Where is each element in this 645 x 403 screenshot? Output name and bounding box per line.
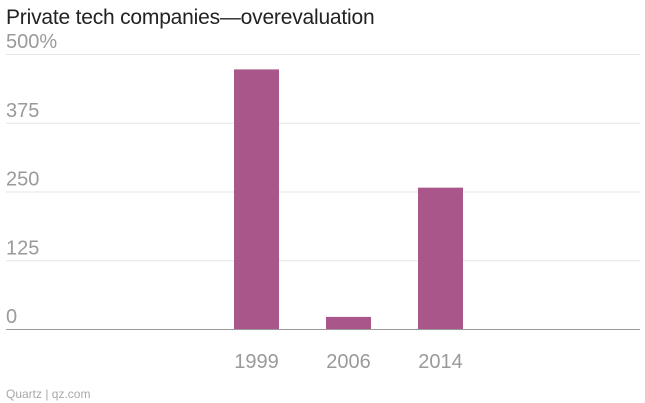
y-tick-label: 250 — [6, 169, 39, 191]
gridlines — [6, 54, 640, 262]
y-tick-label: 0 — [6, 306, 17, 328]
x-tick-label: 2006 — [326, 351, 371, 373]
bar-2014 — [418, 187, 463, 329]
bar-1999 — [234, 69, 279, 330]
bars — [234, 69, 463, 330]
chart-title: Private tech companies—overevaluation — [6, 6, 375, 29]
x-tick-label: 1999 — [234, 351, 279, 373]
y-tick-label: 125 — [6, 237, 39, 259]
y-tick-label: 375 — [6, 100, 39, 122]
x-tick-label: 2014 — [418, 351, 463, 373]
source-credit: Quartz | qz.com — [6, 387, 91, 401]
y-axis-tick-labels: 0 125 250 375 500% — [6, 31, 57, 328]
y-tick-label: 500% — [6, 31, 57, 53]
bar-2006 — [326, 316, 371, 329]
x-axis-tick-labels: 1999 2006 2014 — [234, 351, 463, 373]
